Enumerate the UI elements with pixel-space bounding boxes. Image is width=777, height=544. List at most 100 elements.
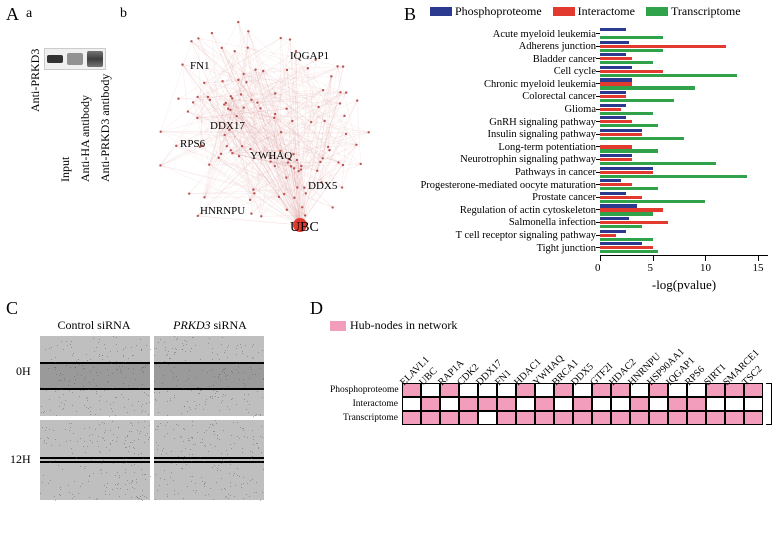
heatmap-cell — [402, 411, 421, 425]
bar-t — [600, 238, 653, 241]
bar-t — [600, 212, 653, 215]
bar-i — [600, 208, 663, 211]
heatmap-cell — [497, 411, 516, 425]
category-label: Cell cycle — [410, 66, 600, 77]
heatmap-cell — [687, 397, 706, 411]
bar-t — [600, 61, 653, 64]
bar-i — [600, 145, 632, 148]
heatmap-cell — [611, 411, 630, 425]
heatmap-cell — [459, 397, 478, 411]
heatmap-row-label: Transcriptome — [330, 413, 402, 423]
bar-p — [600, 78, 632, 81]
migration-cell — [154, 420, 264, 500]
bar-p — [600, 154, 632, 157]
heatmap-cell — [592, 397, 611, 411]
heatmap-cell — [611, 397, 630, 411]
bar-i — [600, 196, 642, 199]
heatmap-cell — [706, 397, 725, 411]
migration-assay: Control siRNA PRKD3 siRNA 0H 12H — [20, 316, 280, 502]
heatmap-cell — [573, 411, 592, 425]
heatmap-cell — [554, 397, 573, 411]
bar-p — [600, 91, 626, 94]
heatmap-cell — [516, 411, 535, 425]
heatmap-cell — [706, 411, 725, 425]
category-label: T cell receptor signaling pathway — [410, 230, 600, 241]
heatmap-cell — [535, 397, 554, 411]
heatmap-cell — [497, 397, 516, 411]
heatmap-cell — [459, 411, 478, 425]
category-label: Tight junction — [410, 243, 600, 254]
prkd3-sirna-label: PRKD3 siRNA — [173, 318, 247, 332]
western-blot: Anti-PRKD3 Input Anti-HA antibody Anti-P… — [20, 22, 110, 192]
bar-t — [600, 200, 705, 203]
heatmap-cell — [687, 411, 706, 425]
panel-a-label: A — [6, 4, 19, 25]
bar-t — [600, 112, 653, 115]
bar-t — [600, 149, 658, 152]
bar-t — [600, 74, 737, 77]
heatmap-cell — [744, 411, 763, 425]
panel-b-label: B — [404, 4, 416, 25]
panel-a-sub-a: a — [26, 6, 32, 22]
bar-p — [600, 53, 626, 56]
ctrl-sirna-label: Control siRNA — [38, 318, 150, 333]
category-label: Prostate cancer — [410, 192, 600, 203]
category-label: Progesterone-mediated oocyte maturation — [410, 180, 600, 191]
migration-cell — [40, 420, 150, 500]
panel-c-label: C — [6, 298, 18, 319]
category-label: Salmonella infection — [410, 217, 600, 228]
category-label: GnRH signaling pathway — [410, 117, 600, 128]
bar-t — [600, 225, 642, 228]
heatmap-row-label: Interactome — [330, 399, 402, 409]
lane-anti-ha: Anti-HA antibody — [78, 95, 93, 182]
bar-p — [600, 129, 642, 132]
heatmap-row-label: Phosphoproteome — [330, 385, 402, 395]
bar-p — [600, 230, 626, 233]
bar-t — [600, 250, 658, 253]
bar-p — [600, 66, 632, 69]
legend-inter: Interactome — [578, 4, 635, 19]
bar-p — [600, 204, 637, 207]
bar-t — [600, 99, 674, 102]
lane-anti-prkd3: Anti-PRKD3 antibody — [98, 74, 113, 182]
panel-d-label: D — [310, 298, 323, 319]
panel-a-sub-b: b — [120, 6, 127, 22]
chart-legend: Phosphoproteome Interactome Transcriptom… — [430, 4, 749, 20]
category-label: Colorectal cancer — [410, 91, 600, 102]
timepoint-0h: 0H — [16, 364, 31, 379]
bar-t — [600, 86, 695, 89]
bar-t — [600, 175, 747, 178]
bar-i — [600, 183, 632, 186]
heatmap-cell — [440, 397, 459, 411]
bar-t — [600, 162, 716, 165]
category-label: Pathways in cancer — [410, 167, 600, 178]
bar-p — [600, 167, 653, 170]
heatmap-cell — [516, 397, 535, 411]
network-svg — [130, 20, 380, 240]
heatmap-cell — [630, 411, 649, 425]
category-label: Long-term potentiation — [410, 142, 600, 153]
heatmap-cell — [668, 397, 687, 411]
heatmap-cell — [554, 411, 573, 425]
bar-i — [600, 108, 621, 111]
bar-i — [600, 221, 668, 224]
heatmap-cell — [421, 411, 440, 425]
interactome-network: FN1IQGAP1DDX17RPS6YWHAQDDX5HNRNPUUBC — [130, 20, 380, 240]
x-axis-label: -log(pvalue) — [600, 277, 768, 293]
migration-cell — [40, 336, 150, 416]
bar-i — [600, 133, 642, 136]
bar-p — [600, 41, 629, 44]
bar-p — [600, 192, 626, 195]
category-label: Glioma — [410, 104, 600, 115]
heatmap-cell — [725, 411, 744, 425]
bar-i — [600, 171, 653, 174]
bar-p — [600, 242, 642, 245]
migration-cell — [154, 336, 264, 416]
bar-i — [600, 70, 663, 73]
heatmap-cell — [592, 411, 611, 425]
heatmap-cell — [668, 411, 687, 425]
bar-p — [600, 28, 626, 31]
bar-p — [600, 217, 629, 220]
bar-p — [600, 104, 626, 107]
category-label: Neurotrophin signaling pathway — [410, 154, 600, 165]
